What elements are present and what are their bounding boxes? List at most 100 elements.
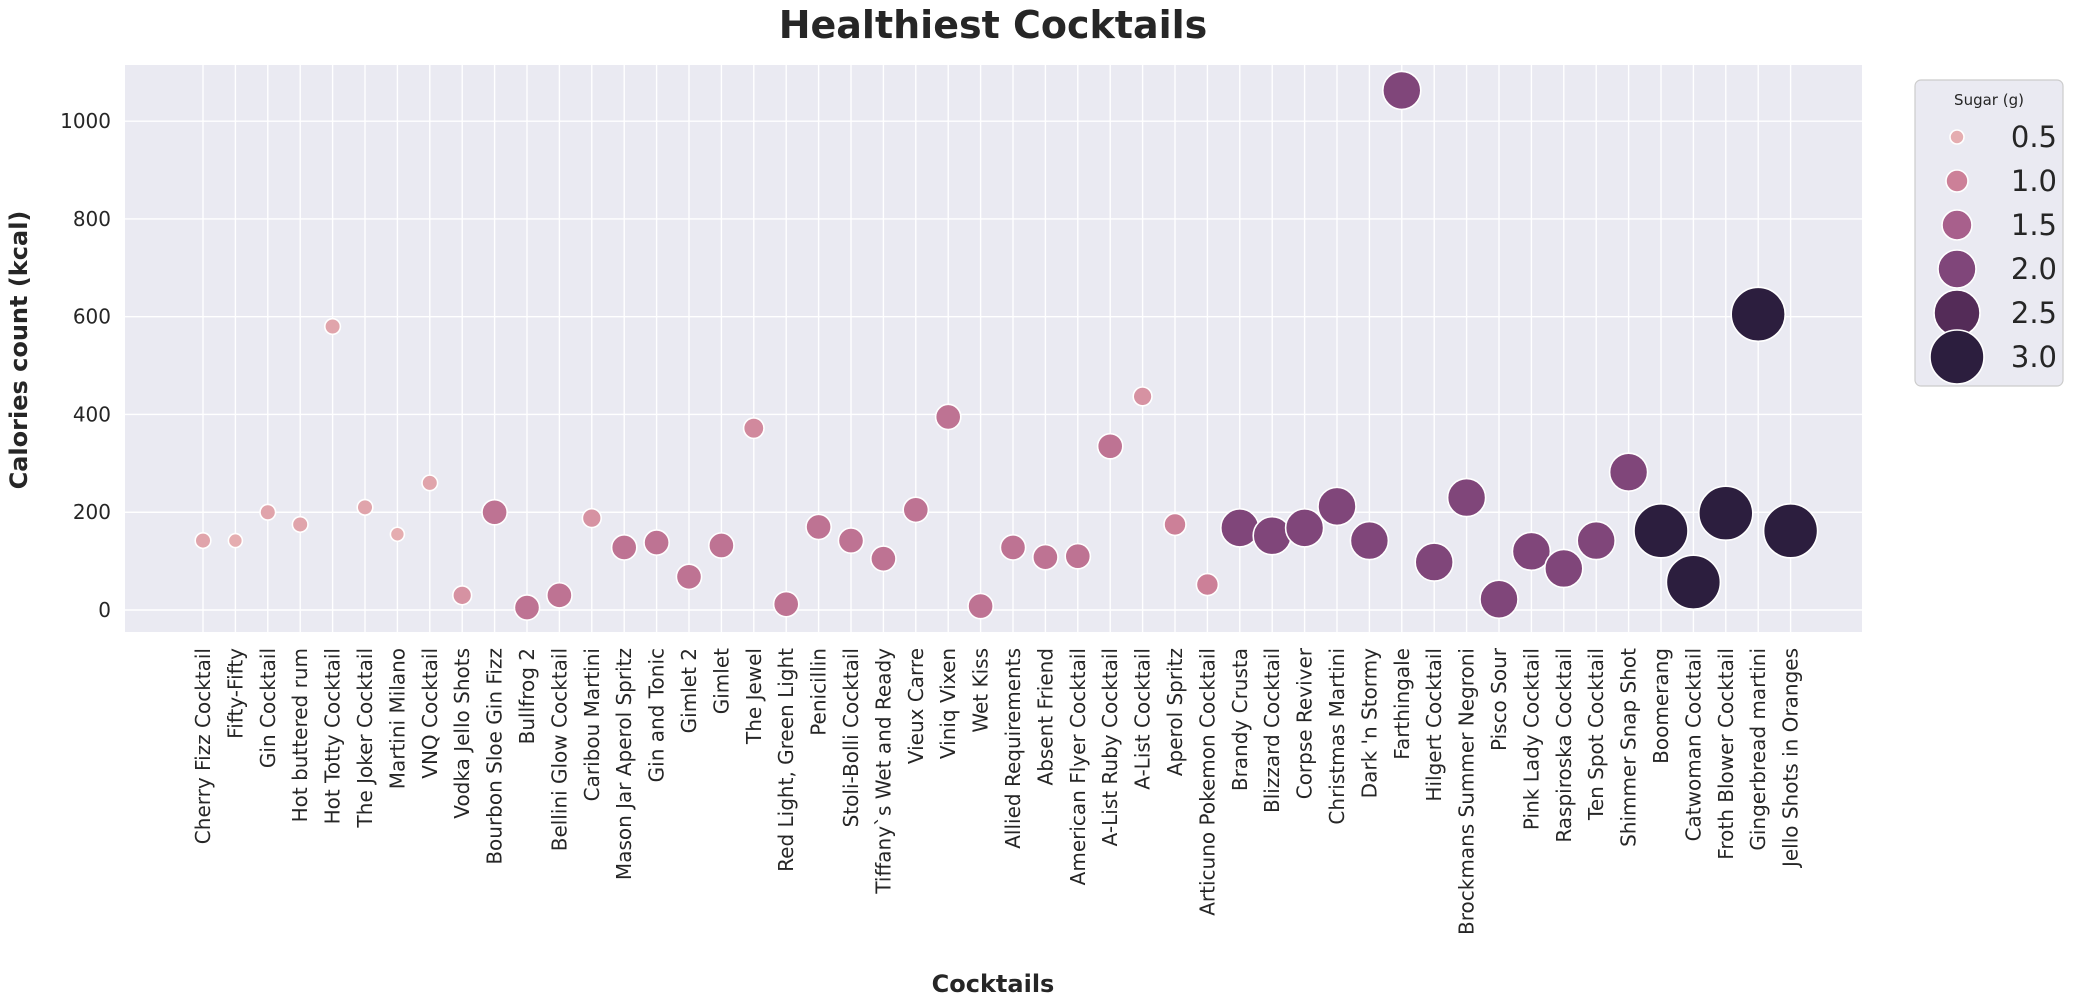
data-point: [1608, 452, 1649, 492]
data-point: [675, 563, 703, 591]
x-tick-label: Bellini Glow Cocktail: [547, 648, 571, 851]
x-tick-label: Pisco Sour: [1487, 647, 1511, 751]
data-point: [1479, 579, 1519, 620]
legend-label: 0.5: [2011, 120, 2057, 154]
legend-title: Sugar (g): [1954, 91, 2024, 109]
data-point: [1195, 572, 1220, 597]
x-tick-label: Gin and Tonic: [645, 648, 669, 782]
data-point: [324, 317, 342, 336]
data-point: [1665, 554, 1722, 610]
y-tick-label: 200: [73, 500, 111, 524]
data-point: [1132, 386, 1153, 407]
y-axis-ticks: 0 200 400 600 800 1000: [60, 109, 111, 622]
x-tick-label: Martini Milano: [385, 648, 409, 789]
legend-marker: [1949, 129, 1965, 145]
data-point: [772, 590, 800, 618]
data-point: [870, 545, 897, 573]
y-tick-label: 1000: [60, 109, 111, 133]
y-tick-label: 0: [98, 598, 111, 622]
data-point: [481, 498, 509, 526]
chart-title: Healthiest Cocktails: [779, 3, 1208, 47]
data-point: [1762, 503, 1819, 559]
x-tick-label: Boomerang: [1649, 648, 1673, 764]
x-tick-label: Pink Lady Cocktail: [1519, 648, 1543, 830]
data-point: [194, 531, 212, 550]
data-point: [1446, 477, 1487, 518]
plot-area: [125, 65, 1862, 632]
x-tick-label: American Flyer Cocktail: [1066, 648, 1090, 885]
x-tick-label: Farthingale: [1390, 648, 1414, 760]
data-point: [1220, 508, 1260, 548]
data-point: [356, 498, 374, 516]
x-tick-label: The Joker Cocktail: [353, 648, 377, 828]
data-point: [291, 515, 309, 534]
x-tick-label: A-List Ruby Cocktail: [1098, 648, 1122, 846]
x-tick-label: Allied Requirements: [1001, 648, 1025, 849]
data-point: [1064, 542, 1092, 570]
legend-label: 2.5: [2011, 296, 2057, 330]
x-tick-label: Wet Kiss: [969, 648, 993, 733]
data-point: [1032, 543, 1059, 571]
x-tick-label: Vodka Jello Shots: [450, 648, 474, 819]
legend-label: 2.0: [2011, 252, 2057, 286]
x-tick-label: Hilgert Cocktail: [1422, 648, 1446, 802]
x-tick-label: Stoli-Bolli Cocktail: [839, 648, 863, 827]
data-point: [1633, 503, 1689, 559]
x-tick-label: Articuno Pokemon Cocktail: [1195, 648, 1219, 916]
data-point: [1414, 542, 1454, 582]
x-tick-label: Brockmans Summer Negroni: [1455, 648, 1479, 935]
y-tick-label: 400: [73, 402, 111, 426]
data-point: [513, 594, 541, 621]
legend-marker: [1945, 169, 1969, 193]
data-point: [902, 496, 930, 524]
x-tick-label: Brandy Crusta: [1228, 648, 1252, 791]
data-point: [1284, 508, 1325, 548]
x-tick-label: Mason Jar Aperol Spritz: [612, 648, 636, 880]
x-tick-label: Absent Friend: [1033, 648, 1057, 785]
data-point: [1576, 520, 1616, 561]
x-tick-label: Blizzard Cocktail: [1260, 648, 1284, 813]
legend: Sugar (g) 0.5 1.0 1.5 2.0 2.5 3.0: [1914, 79, 2064, 387]
x-tick-label: Hot Totty Cocktail: [321, 648, 345, 824]
data-point: [1252, 515, 1292, 556]
legend-marker: [1929, 329, 1985, 385]
y-tick-label: 600: [73, 305, 111, 329]
data-point: [708, 532, 735, 559]
x-tick-label: Bullfrog 2: [515, 648, 539, 744]
x-tick-label: Caribou Martini: [580, 648, 604, 801]
x-tick-label: Gingerbread martini: [1746, 648, 1770, 851]
x-tick-label: Corpse Reviver: [1293, 647, 1317, 799]
data-points: [194, 70, 1819, 621]
data-point: [1349, 520, 1390, 561]
x-tick-label: Catwoman Cocktail: [1681, 648, 1705, 841]
legend-label: 1.5: [2011, 208, 2057, 242]
data-point: [452, 585, 473, 606]
x-tick-label: Shimmer Snap Shot: [1617, 648, 1641, 847]
data-point: [967, 592, 995, 620]
data-point: [1730, 286, 1786, 343]
x-tick-label: The Jewel: [742, 648, 766, 745]
legend-label: 3.0: [2011, 340, 2057, 374]
data-point: [1096, 432, 1124, 460]
y-axis-label: Calories count (kcal): [5, 211, 33, 490]
data-point: [421, 474, 439, 492]
x-tick-label: Penicillin: [807, 648, 831, 736]
legend-marker: [1937, 249, 1977, 289]
x-tick-label: Raspiroska Cocktail: [1552, 648, 1576, 843]
data-point: [389, 526, 406, 543]
legend-marker: [1933, 289, 1981, 337]
x-tick-label: Gimlet: [709, 648, 733, 714]
x-tick-label: Gin Cocktail: [256, 648, 280, 768]
data-point: [1511, 531, 1552, 572]
x-axis-ticks: Cherry Fizz Cocktail Fifty-Fifty Gin Cockt…: [191, 647, 1803, 935]
x-tick-label: Aperol Spritz: [1163, 648, 1187, 776]
x-tick-label: Red Light, Green Light: [774, 648, 798, 872]
data-point: [610, 534, 638, 561]
data-point: [259, 503, 277, 521]
x-tick-label: Viniq Vixen: [936, 648, 960, 759]
y-tick-label: 800: [73, 207, 111, 231]
x-tick-label: A-List Cocktail: [1131, 648, 1155, 790]
data-point: [934, 403, 962, 431]
data-point: [1698, 485, 1754, 542]
x-tick-label: Jello Shots in Oranges: [1779, 648, 1803, 869]
